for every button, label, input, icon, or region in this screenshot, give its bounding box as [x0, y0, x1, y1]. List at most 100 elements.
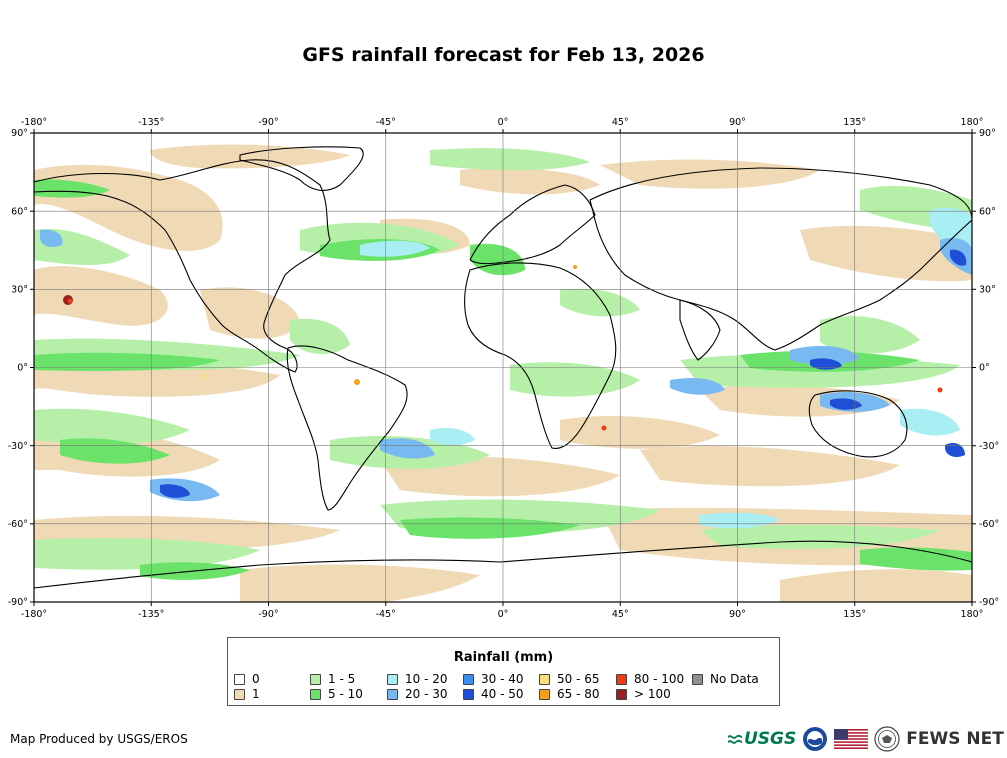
lon-label-bottom: 180° — [961, 609, 984, 620]
india-outline — [679, 299, 721, 361]
legend-swatch — [234, 673, 245, 685]
legend-item: 1 - 5 — [310, 672, 355, 686]
lon-label-top: -90° — [258, 117, 278, 128]
map-panel: -180° -135° -90° -45° 0° 45° 90° 135° 18… — [0, 110, 1007, 630]
lon-label-top: -45° — [376, 117, 396, 128]
lat-label-left: 60° — [11, 207, 28, 218]
lat-label-left: -90° — [8, 597, 28, 608]
usgs-wordmark: USGS — [744, 729, 797, 749]
africa-outline — [464, 262, 617, 449]
rainfall-field — [34, 144, 972, 602]
legend-item: 20 - 30 — [387, 687, 448, 701]
legend-item: 30 - 40 — [463, 672, 524, 686]
legend-label: No Data — [710, 672, 759, 686]
legend-item: 1 — [234, 687, 260, 701]
lon-label-bottom: 0° — [498, 609, 509, 620]
legend-swatch — [539, 688, 550, 700]
legend-item: 65 - 80 — [539, 687, 600, 701]
lon-label-bottom: -180° — [21, 609, 47, 620]
legend-swatch — [234, 688, 245, 700]
europe-outline — [469, 184, 596, 265]
legend-label: 30 - 40 — [481, 672, 524, 686]
legend-label: > 100 — [634, 687, 671, 701]
lat-label-left: -60° — [8, 519, 28, 530]
lon-label-top: 135° — [843, 117, 866, 128]
greenland-outline — [239, 146, 364, 191]
legend-label: 80 - 100 — [634, 672, 685, 686]
legend-label: 5 - 10 — [328, 687, 363, 701]
lat-labels-left: 90° 60° 30° 0° -30° -60° -90° — [8, 128, 28, 608]
state-dept-seal-icon — [874, 726, 900, 752]
lat-label-right: 30° — [979, 285, 996, 296]
usgs-logo: USGS — [728, 729, 796, 749]
legend-swatch — [539, 673, 550, 685]
lon-label-top: 0° — [498, 117, 509, 128]
lat-labels-right: 90° 60° 30° 0° -30° -60° -90° — [979, 128, 999, 608]
legend-label: 50 - 65 — [557, 672, 600, 686]
antarctica-outline — [34, 540, 972, 589]
legend-swatch — [387, 673, 398, 685]
legend-label: 1 — [252, 687, 260, 701]
lat-label-left: 30° — [11, 285, 28, 296]
legend-label: 0 — [252, 672, 260, 686]
lat-label-right: 60° — [979, 207, 996, 218]
legend-label: 20 - 30 — [405, 687, 448, 701]
lon-label-top: -135° — [138, 117, 164, 128]
lat-label-left: 0° — [17, 363, 28, 374]
legend-title: Rainfall (mm) — [453, 650, 554, 665]
legend-item: 80 - 100 — [616, 672, 684, 686]
lon-label-bottom: -45° — [376, 609, 396, 620]
lon-label-bottom: 45° — [612, 609, 629, 620]
fews-net-wordmark: FEWS NET — [906, 729, 1004, 749]
lon-label-top: 180° — [961, 117, 984, 128]
legend-swatch — [463, 673, 474, 685]
lon-labels-bottom: -180° -135° -90° -45° 0° 45° 90° 135° 18… — [21, 609, 984, 620]
lon-labels-top: -180° -135° -90° -45° 0° 45° 90° 135° 18… — [21, 117, 984, 128]
map-title: GFS rainfall forecast for Feb 13, 2026 — [302, 44, 705, 66]
tick-marks — [30, 129, 976, 606]
legend-label: 65 - 80 — [557, 687, 600, 701]
us-flag-icon — [834, 729, 869, 749]
usgs-waves-icon — [728, 734, 742, 744]
footer-logos: USGS FEWS NET — [728, 724, 1004, 754]
legend-swatch — [387, 688, 398, 700]
legend-item: 10 - 20 — [387, 672, 448, 686]
lat-label-right: -30° — [979, 441, 999, 452]
legend-item: > 100 — [616, 687, 671, 701]
legend-swatch — [310, 688, 321, 700]
lat-label-left: 90° — [11, 128, 28, 139]
lon-label-top: 45° — [612, 117, 629, 128]
legend-swatch — [463, 688, 474, 700]
legend-label: 40 - 50 — [481, 687, 524, 701]
legend-label: 10 - 20 — [405, 672, 448, 686]
lon-label-bottom: -135° — [138, 609, 164, 620]
lat-label-right: -60° — [979, 519, 999, 530]
lat-label-right: 0° — [979, 363, 990, 374]
legend-item: 40 - 50 — [463, 687, 524, 701]
legend-item: 50 - 65 — [539, 672, 600, 686]
lon-label-bottom: -90° — [258, 609, 278, 620]
legend-swatch — [616, 673, 627, 685]
north-america-outline — [34, 159, 331, 373]
lat-label-right: 90° — [979, 128, 996, 139]
lon-label-top: 90° — [729, 117, 746, 128]
legend-swatch — [692, 673, 703, 685]
legend-item: No Data — [692, 672, 759, 686]
rainfall-legend: Rainfall (mm) 0 1 1 - 5 5 - 10 10 - 20 2… — [227, 637, 780, 706]
south-america-outline — [286, 345, 408, 511]
legend-swatch — [310, 673, 321, 685]
map-credit: Map Produced by USGS/EROS — [10, 732, 188, 746]
noaa-logo-icon — [803, 727, 828, 751]
legend-item: 5 - 10 — [310, 687, 363, 701]
lon-label-bottom: 135° — [843, 609, 866, 620]
world-map: -180° -135° -90° -45° 0° 45° 90° 135° 18… — [8, 117, 1000, 620]
legend-item: 0 — [234, 672, 260, 686]
coastlines — [34, 146, 972, 589]
legend-label: 1 - 5 — [328, 672, 356, 686]
legend-swatch — [616, 688, 627, 700]
graticule — [34, 133, 972, 602]
australia-outline — [808, 390, 908, 458]
lat-label-left: -30° — [8, 441, 28, 452]
lon-label-bottom: 90° — [729, 609, 746, 620]
lat-label-right: -90° — [979, 597, 999, 608]
